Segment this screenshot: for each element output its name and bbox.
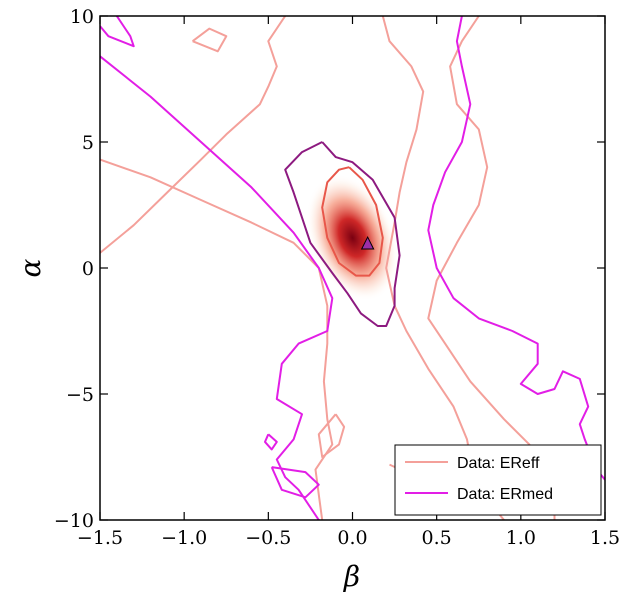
contour-series-2-0 [321,166,384,277]
legend-label-ermed: Data: ERmed [457,486,553,503]
y-tick-label: −10 [54,510,94,532]
contour-series-0-4 [317,413,346,458]
contour-series-3-0 [284,141,401,327]
legend-label-ereff: Data: EReff [457,455,540,472]
contour-series-0-5 [192,27,228,53]
y-tick-label: 5 [82,132,94,154]
x-axis-label: β [343,560,360,593]
x-tick-label: −0.5 [245,527,291,549]
contour-series-0-3 [427,16,556,520]
legend-box [394,444,602,516]
x-tick-label: 0.0 [337,527,367,549]
contour-series-1-0 [100,55,334,520]
x-tick-label: 0.5 [422,527,452,549]
y-tick-label: 0 [82,258,94,280]
y-tick-label: −5 [66,384,94,406]
legend: Data: EReff Data: ERmed [394,444,602,516]
x-tick-label: −1.0 [161,527,207,549]
contour-series-1-1 [100,16,135,48]
contour-series-0-1 [100,158,334,520]
y-axis-label: α [14,258,47,277]
contour-series-0-0 [100,16,287,254]
x-tick-label: 1.5 [590,527,620,549]
marker-triangle [360,235,375,250]
x-tick-label: 1.0 [506,527,536,549]
x-axis: −1.5 −1.0 −0.5 0.0 0.5 1.0 1.5 [77,16,620,549]
plot-area [100,16,605,520]
y-tick-label: 10 [70,6,94,28]
x-tick-label: −1.5 [77,527,123,549]
contour-series-1-3 [270,466,320,499]
contour-series-1-4 [264,433,278,451]
y-axis: −10 −5 0 5 10 [54,6,605,532]
contour-series-1-2 [427,16,605,481]
